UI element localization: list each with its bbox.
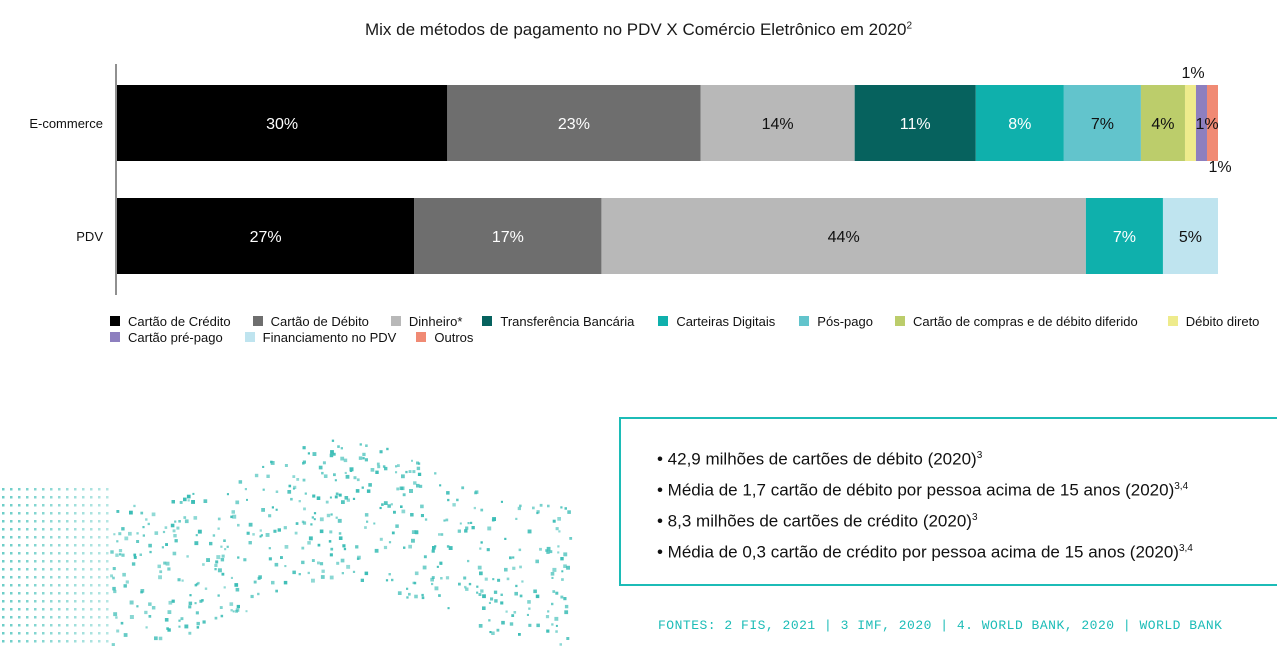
legend-label: Carteiras Digitais: [676, 313, 776, 329]
bar-segment-pdv-financiamento-no-pdv: [1162, 198, 1218, 274]
chart-title: Mix de métodos de pagamento no PDV X Com…: [0, 20, 1277, 40]
legend-row: Cartão pré-pago Financiamento no PDV Outro…: [110, 329, 1270, 345]
legend-swatch: [894, 316, 905, 326]
bar-segment-e-commerce-cartao-de-debito: [447, 85, 701, 161]
legend-item-cartao-de-credito: Cartão de Crédito: [110, 314, 231, 329]
category-label-e-commerce: E-commerce: [29, 116, 103, 131]
bar-value-label-e-commerce-cartao-de-compras-e-de-debito-diferido: 4%: [1151, 116, 1174, 133]
bar-value-label-e-commerce-carteiras-digitais: 8%: [1008, 116, 1031, 133]
stat-item-debit-cards: • 42,9 milhões de cartões de débito (202…: [657, 449, 983, 469]
legend-swatch: [390, 316, 401, 326]
legend-item-transferencia-bancaria: Transferência Bancária: [482, 314, 634, 329]
legend-swatch: [658, 316, 669, 326]
legend-swatch: [416, 332, 427, 342]
legend-item-cartao-de-debito: Cartão de Débito: [252, 313, 369, 329]
legend-item-debito-direto: Débito direto: [1167, 313, 1260, 329]
bar-segment-pdv-carteiras-digitais: [1085, 198, 1163, 274]
legend-label: Débito direto: [1185, 313, 1260, 329]
legend-label: Pós-pago: [817, 313, 873, 329]
legend-label: Cartão de Débito: [270, 313, 369, 329]
bar-value-label-pdv-financiamento-no-pdv: 5%: [1179, 229, 1202, 246]
sources-footnote: FONTES: 2 FIS, 2021 | 3 IMF, 2020 | 4. W…: [658, 618, 1223, 633]
stat-item-credit-cards: • 8,3 milhões de cartões de crédito (202…: [657, 511, 978, 531]
bar-value-label-e-commerce-pos-pago: 7%: [1091, 116, 1114, 133]
chart-title-footnote: 2: [906, 20, 912, 32]
bar-value-label-pdv-cartao-de-credito: 27%: [250, 229, 282, 246]
chart-legend: Cartão de Crédito Cartão de Débito Dinheir…: [110, 313, 1270, 345]
stacked-bar-chart: E-commerce 30% 23% 14% 11% 8% 7% 4% 1% 1% 1% PDV 27%…: [29, 64, 1232, 295]
bar-value-label-pdv-dinheiro: 44%: [828, 229, 860, 246]
category-label-pdv: PDV: [76, 229, 103, 244]
legend-label: Outros: [434, 329, 474, 345]
bar-value-label-e-commerce-cartao-de-credito: 30%: [266, 116, 298, 133]
bar-segment-e-commerce-transferencia-bancaria: [854, 85, 976, 161]
legend-label: Cartão de compras e de débito diferido: [912, 313, 1138, 329]
stat-item-debit-per-person: • Média de 1,7 cartão de débito por pess…: [657, 480, 1189, 500]
legend-item-cartao-pre-pago: Cartão pré-pago: [110, 330, 223, 345]
bar-value-label-e-commerce-dinheiro: 14%: [762, 116, 794, 133]
legend-item-outros: Outros: [416, 330, 473, 345]
legend-swatch: [1167, 316, 1178, 326]
legend-swatch: [482, 316, 493, 326]
bar-segment-e-commerce-debito-direto: [1184, 85, 1196, 161]
bar-segment-e-commerce-pos-pago: [1063, 85, 1141, 161]
legend-item-carteiras-digitais: Carteiras Digitais: [658, 314, 775, 329]
bar-value-label-small-inside: 1%: [1195, 116, 1218, 133]
bar-segment-pdv-cartao-de-debito: [414, 198, 602, 274]
legend-label: Financiamento no PDV: [262, 329, 397, 345]
legend-swatch: [799, 316, 810, 326]
chart-title-text: Mix de métodos de pagamento no PDV X Com…: [364, 20, 907, 39]
legend-swatch: [244, 332, 255, 342]
legend-label: Cartão de Crédito: [128, 313, 231, 329]
bar-value-label-pdv-carteiras-digitais: 7%: [1113, 229, 1136, 246]
legend-item-cartao-de-compras-e-de-debito-diferido: Cartão de compras e de débito diferido: [894, 313, 1138, 329]
bar-value-label-small-below: 1%: [1208, 159, 1231, 176]
bar-value-label-pdv-cartao-de-debito: 17%: [492, 229, 524, 246]
legend-swatch: [110, 316, 120, 326]
bar-segment-pdv-cartao-de-credito: [117, 198, 415, 274]
legend-swatch: [110, 332, 120, 342]
dot-pattern-group: [2, 439, 573, 646]
bar-value-label-small-above: 1%: [1181, 65, 1204, 82]
bar-segment-pdv-dinheiro: [601, 198, 1086, 274]
bar-segment-e-commerce-dinheiro: [700, 85, 855, 161]
legend-row: Cartão de Crédito Cartão de Débito Dinheir…: [110, 313, 1270, 329]
stat-item-credit-per-person: • Média de 0,3 cartão de crédito por pes…: [657, 542, 1193, 562]
bar-value-label-e-commerce-transferencia-bancaria: 11%: [900, 116, 931, 133]
bar-segment-e-commerce-outros: [1206, 85, 1218, 161]
decorative-dot-pattern: [2, 439, 573, 646]
bar-segment-e-commerce-carteiras-digitais: [975, 85, 1064, 161]
bar-segment-e-commerce-cartao-pre-pago: [1195, 85, 1207, 161]
bar-segment-e-commerce-cartao-de-credito: [117, 85, 448, 161]
legend-label: Dinheiro*: [408, 313, 463, 329]
legend-item-financiamento-no-pdv: Financiamento no PDV: [244, 329, 397, 345]
card-stats-box: • 42,9 milhões de cartões de débito (202…: [619, 417, 1277, 586]
legend-item-dinheiro: Dinheiro*: [390, 313, 463, 329]
legend-item-pos-pago: Pós-pago: [799, 314, 873, 329]
legend-swatch: [252, 316, 263, 326]
legend-label: Cartão pré-pago: [128, 329, 223, 345]
bar-value-label-e-commerce-cartao-de-debito: 23%: [558, 116, 590, 133]
legend-label: Transferência Bancária: [500, 313, 635, 329]
bar-segment-e-commerce-cartao-de-compras-e-de-debito-diferido: [1140, 85, 1185, 161]
